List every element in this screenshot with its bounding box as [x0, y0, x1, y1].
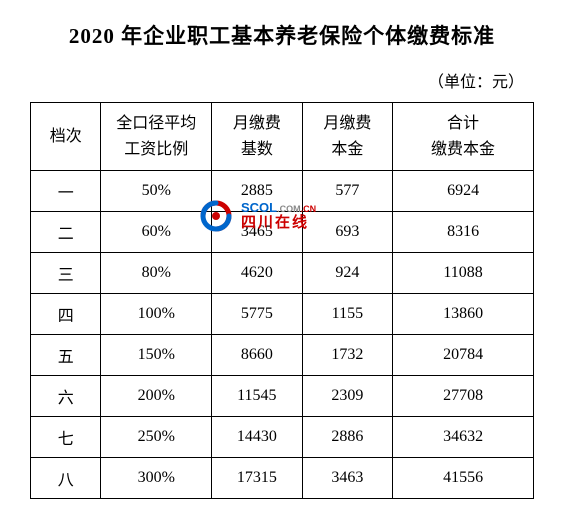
cell-level: 四	[31, 294, 101, 335]
table-row: 一50%28855776924	[31, 171, 534, 212]
table-row: 八300%17315346341556	[31, 458, 534, 499]
cell-level: 七	[31, 417, 101, 458]
unit-label: （单位：元）	[30, 68, 534, 92]
cell-total: 11088	[393, 253, 534, 294]
cell-monthly_principal: 3463	[302, 458, 393, 499]
cell-monthly_principal: 693	[302, 212, 393, 253]
table-row: 四100%5775115513860	[31, 294, 534, 335]
page-title: 2020 年企业职工基本养老保险个体缴费标准	[30, 20, 534, 50]
cell-ratio: 60%	[101, 212, 212, 253]
cell-monthly_base: 14430	[212, 417, 303, 458]
cell-ratio: 200%	[101, 376, 212, 417]
table-row: 七250%14430288634632	[31, 417, 534, 458]
cell-total: 20784	[393, 335, 534, 376]
cell-level: 五	[31, 335, 101, 376]
table-header-row: 档次 全口径平均工资比例 月缴费基数 月缴费本金 合计缴费本金	[31, 103, 534, 171]
cell-monthly_base: 11545	[212, 376, 303, 417]
cell-monthly_principal: 2886	[302, 417, 393, 458]
cell-monthly_principal: 2309	[302, 376, 393, 417]
cell-monthly_principal: 924	[302, 253, 393, 294]
cell-total: 8316	[393, 212, 534, 253]
cell-monthly_base: 3465	[212, 212, 303, 253]
cell-total: 41556	[393, 458, 534, 499]
cell-monthly_principal: 1732	[302, 335, 393, 376]
header-monthly-principal: 月缴费本金	[302, 103, 393, 171]
header-total: 合计缴费本金	[393, 103, 534, 171]
cell-monthly_base: 2885	[212, 171, 303, 212]
header-level: 档次	[31, 103, 101, 171]
cell-level: 二	[31, 212, 101, 253]
cell-ratio: 250%	[101, 417, 212, 458]
cell-monthly_base: 8660	[212, 335, 303, 376]
cell-monthly_base: 4620	[212, 253, 303, 294]
cell-total: 6924	[393, 171, 534, 212]
cell-total: 27708	[393, 376, 534, 417]
cell-monthly_base: 5775	[212, 294, 303, 335]
cell-ratio: 100%	[101, 294, 212, 335]
cell-total: 34632	[393, 417, 534, 458]
cell-monthly_principal: 1155	[302, 294, 393, 335]
cell-ratio: 300%	[101, 458, 212, 499]
table-row: 三80%462092411088	[31, 253, 534, 294]
cell-ratio: 80%	[101, 253, 212, 294]
table-row: 五150%8660173220784	[31, 335, 534, 376]
table-row: 六200%11545230927708	[31, 376, 534, 417]
cell-level: 八	[31, 458, 101, 499]
table-row: 二60%34656938316	[31, 212, 534, 253]
cell-monthly_principal: 577	[302, 171, 393, 212]
cell-level: 六	[31, 376, 101, 417]
cell-total: 13860	[393, 294, 534, 335]
cell-ratio: 50%	[101, 171, 212, 212]
cell-level: 一	[31, 171, 101, 212]
cell-monthly_base: 17315	[212, 458, 303, 499]
cell-ratio: 150%	[101, 335, 212, 376]
header-ratio: 全口径平均工资比例	[101, 103, 212, 171]
pension-table: 档次 全口径平均工资比例 月缴费基数 月缴费本金 合计缴费本金 一50%2885…	[30, 102, 534, 499]
header-monthly-base: 月缴费基数	[212, 103, 303, 171]
cell-level: 三	[31, 253, 101, 294]
